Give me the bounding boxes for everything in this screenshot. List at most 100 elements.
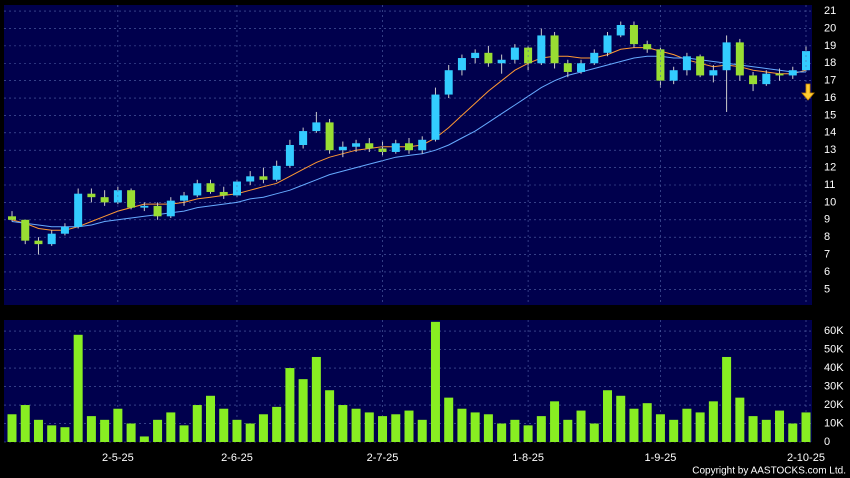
- volume-bar: [510, 419, 520, 442]
- volume-bar: [364, 412, 374, 442]
- volume-bar: [801, 412, 811, 442]
- y-tick-label: 18: [824, 57, 836, 69]
- candle-body: [8, 216, 16, 220]
- x-tick-label: 1-9-25: [645, 452, 677, 464]
- volume-bar: [113, 408, 123, 442]
- volume-bar: [298, 379, 308, 442]
- y-tick-label: 11: [824, 179, 835, 191]
- volume-bar: [153, 419, 163, 442]
- volume-bar: [761, 419, 771, 442]
- candle-body: [735, 42, 744, 76]
- y-tick-label: 10: [824, 196, 836, 208]
- volume-bar: [457, 408, 467, 442]
- y-tick-label: 0: [824, 436, 830, 448]
- volume-bar: [735, 397, 745, 442]
- volume-bar: [444, 397, 454, 442]
- candle-body: [352, 143, 361, 147]
- candle-body: [788, 70, 797, 76]
- volume-bar: [311, 356, 321, 442]
- volume-bar: [708, 401, 718, 442]
- candle-body: [749, 75, 758, 85]
- candle-body: [391, 143, 400, 152]
- x-tick-label: 2-10-25: [787, 452, 825, 464]
- volume-bar: [748, 416, 758, 442]
- moving-average-line: [11, 55, 806, 228]
- volume-bar: [550, 401, 560, 442]
- x-tick-label: 2-6-25: [221, 452, 253, 464]
- volume-bar: [523, 425, 533, 442]
- candle-body: [603, 35, 612, 53]
- candle-body: [74, 193, 83, 227]
- candle-body: [418, 139, 427, 151]
- candle-body: [285, 145, 294, 166]
- candle-body: [246, 176, 255, 182]
- volume-bar: [603, 390, 612, 442]
- volume-bar: [232, 419, 242, 442]
- candle-body: [709, 70, 718, 76]
- candle-body: [47, 233, 56, 245]
- y-tick-label: 7: [824, 248, 830, 260]
- volume-bar: [206, 395, 215, 442]
- candle-body: [550, 35, 559, 64]
- price-panel: [4, 5, 812, 305]
- candle-body: [21, 219, 30, 241]
- candle-body: [471, 52, 480, 59]
- volume-bar: [139, 436, 149, 442]
- candle-body: [616, 25, 625, 36]
- volume-bar: [126, 423, 136, 442]
- candle-body: [153, 205, 162, 217]
- y-tick-label: 9: [824, 214, 830, 226]
- candle-body: [775, 73, 784, 76]
- volume-bar: [258, 414, 268, 442]
- candle-body: [299, 131, 308, 145]
- y-tick-label: 19: [824, 40, 836, 52]
- volume-bar: [272, 406, 282, 442]
- volume-bar: [629, 408, 639, 442]
- candle-body: [405, 143, 413, 151]
- y-tick-label: 20K: [824, 399, 844, 411]
- candle-body: [140, 205, 149, 208]
- candle-body: [34, 240, 43, 245]
- volume-bar: [669, 419, 679, 442]
- candle-body: [232, 181, 241, 196]
- y-tick-label: 13: [824, 144, 836, 156]
- volume-bar: [86, 416, 96, 442]
- candle-body: [563, 63, 572, 72]
- volume-bar: [536, 416, 546, 442]
- volume-bar: [351, 408, 361, 442]
- volume-bar: [470, 412, 480, 442]
- candle-body: [643, 44, 652, 50]
- y-tick-label: 14: [824, 127, 836, 139]
- volume-bar: [325, 390, 335, 442]
- volume-bar: [722, 356, 732, 442]
- candle-body: [497, 59, 506, 64]
- candle-body: [272, 165, 281, 180]
- volume-bar: [166, 412, 176, 442]
- candle-body: [166, 200, 175, 217]
- volume-bar: [285, 368, 295, 442]
- y-tick-label: 30K: [824, 380, 844, 392]
- candle-body: [219, 191, 228, 196]
- volume-bar: [219, 408, 229, 442]
- volume-bar: [497, 423, 507, 442]
- volume-bar: [563, 419, 573, 442]
- candle-body: [338, 146, 347, 151]
- candle-body: [762, 73, 771, 85]
- volume-bar: [576, 410, 586, 442]
- candle-body: [193, 183, 202, 196]
- y-tick-label: 16: [824, 92, 836, 104]
- volume-bar: [100, 419, 110, 442]
- volume-bar: [33, 419, 43, 442]
- volume-bar: [179, 425, 189, 442]
- candle-body: [206, 183, 215, 192]
- y-tick-label: 20: [824, 22, 836, 34]
- volume-bar: [20, 405, 30, 442]
- y-tick-label: 8: [824, 231, 830, 243]
- candle-body: [127, 190, 136, 208]
- candle-body: [312, 122, 321, 132]
- volume-bar: [60, 427, 70, 442]
- candle-body: [722, 42, 731, 71]
- y-tick-label: 50K: [824, 343, 844, 355]
- y-tick-label: 40K: [824, 362, 844, 374]
